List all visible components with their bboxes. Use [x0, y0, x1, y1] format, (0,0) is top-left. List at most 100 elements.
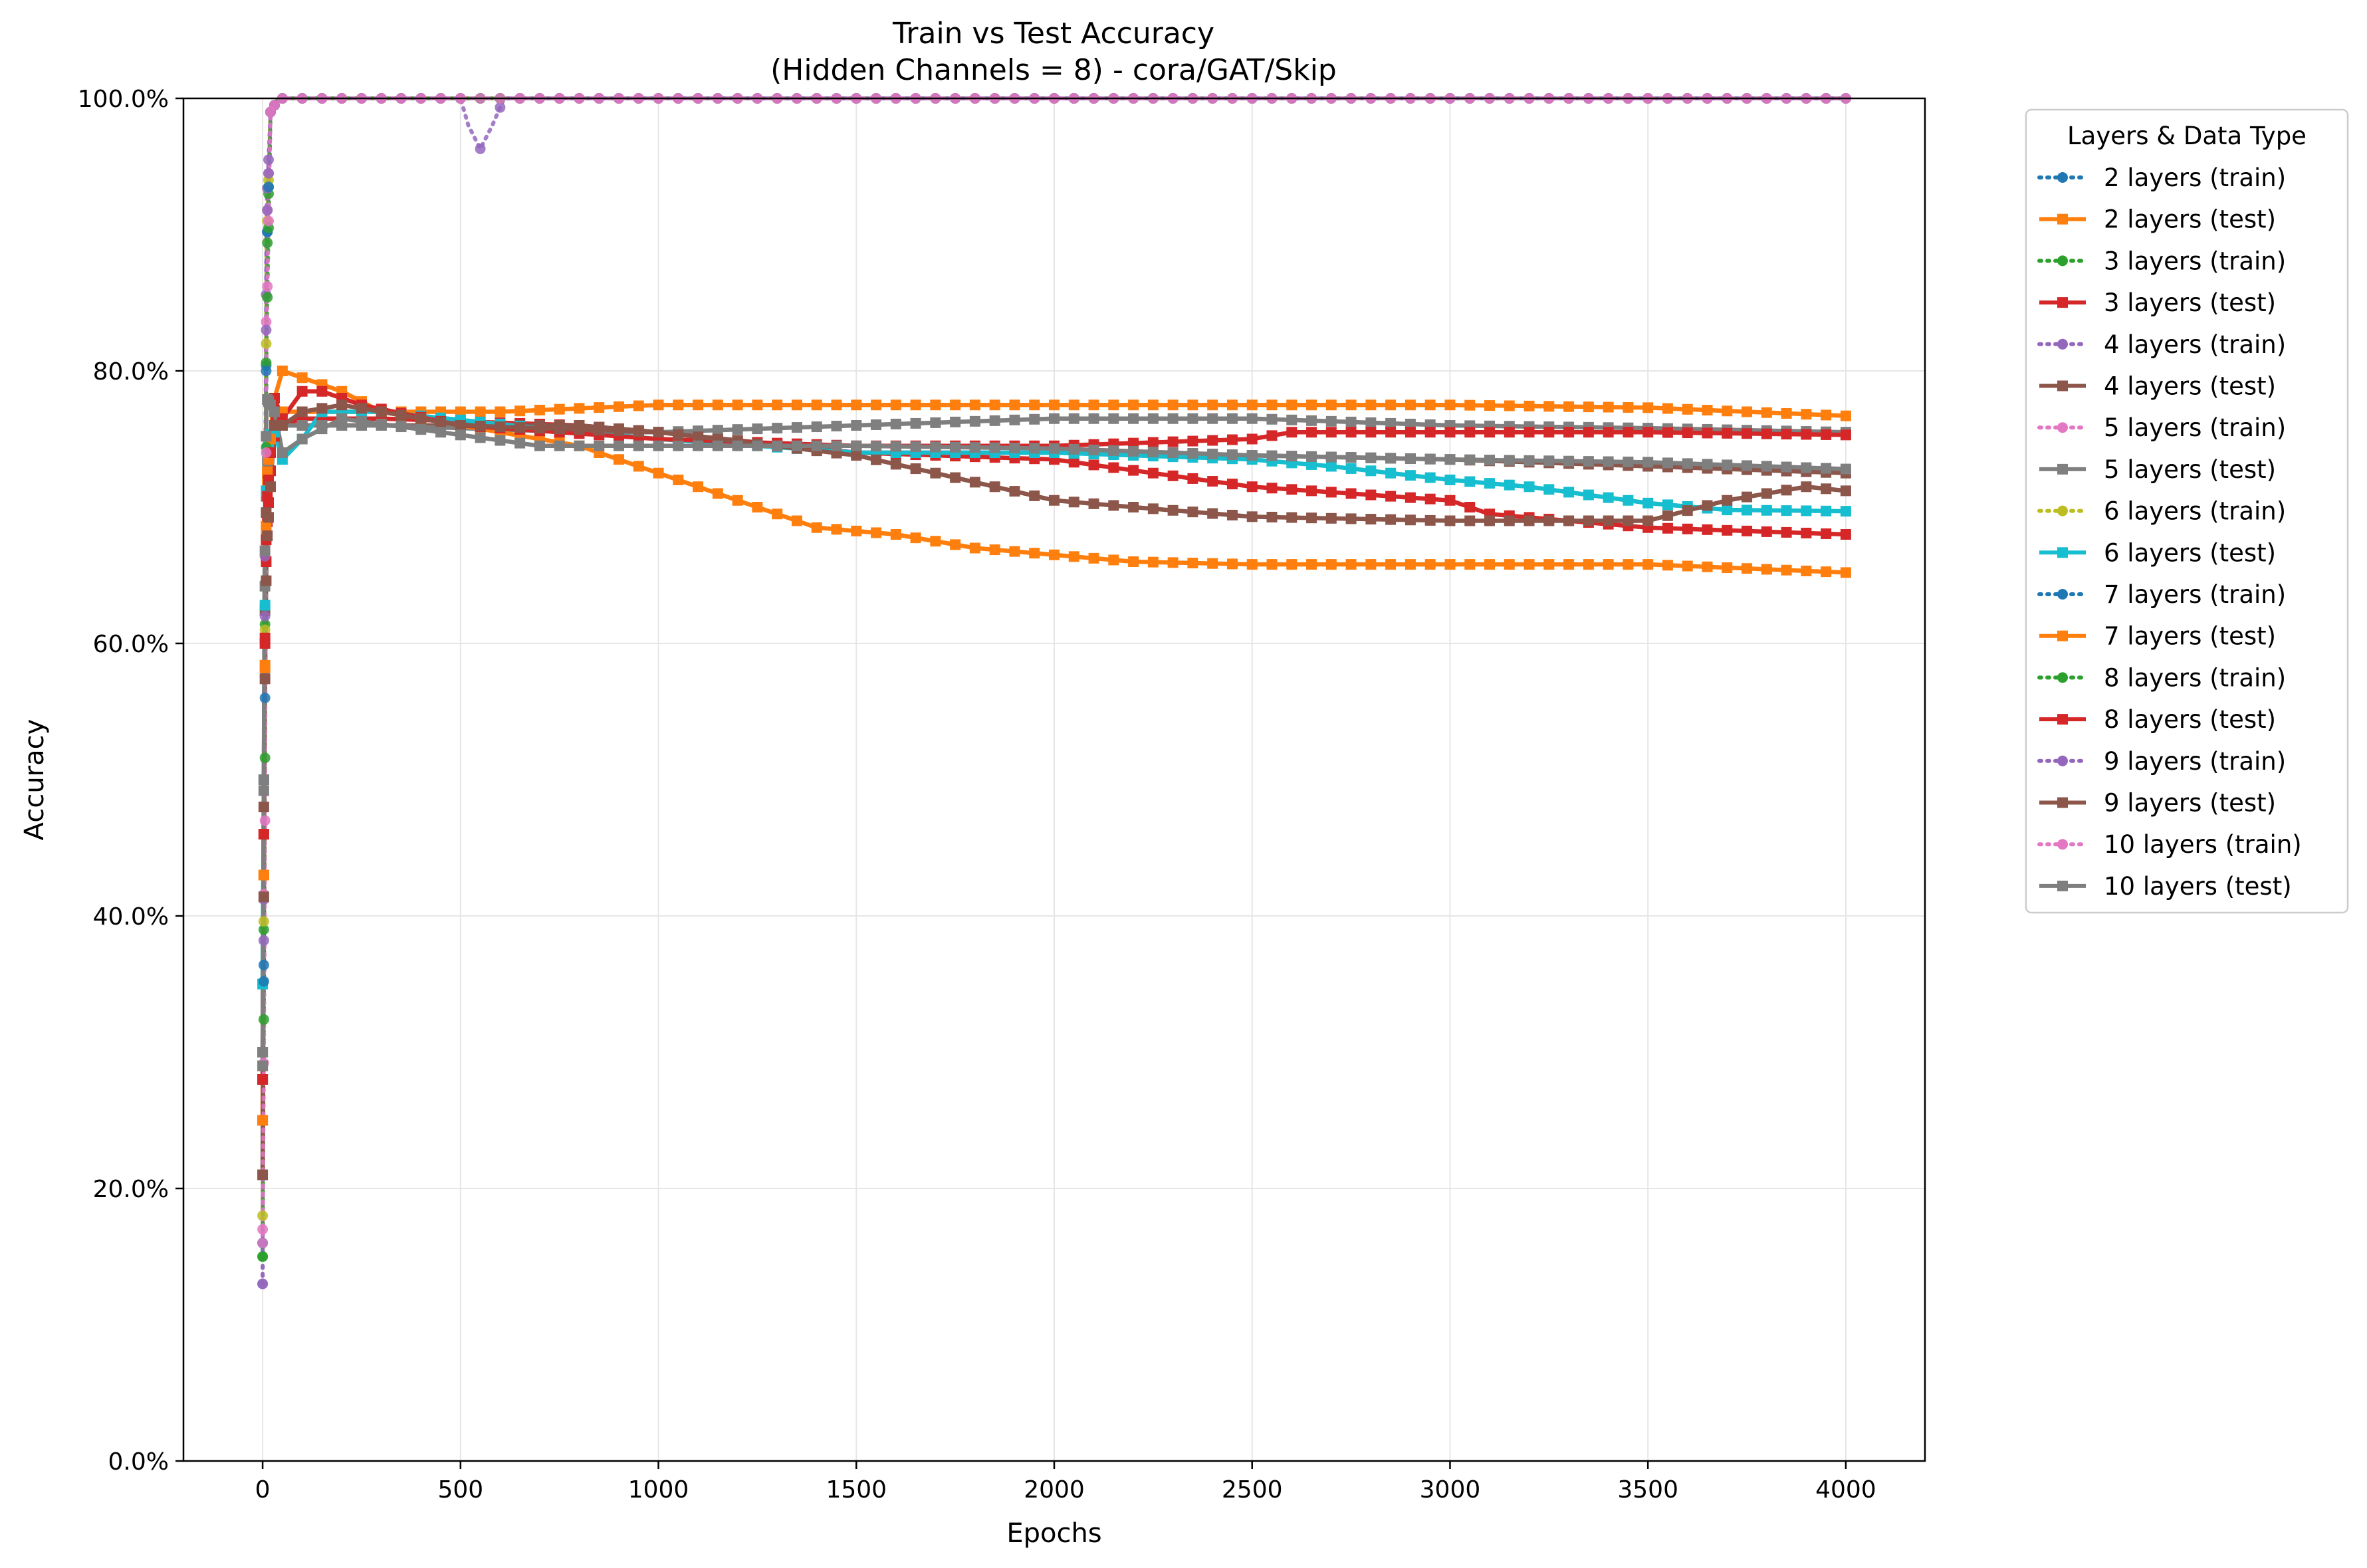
series-marker-4-layers-test: [258, 802, 269, 812]
series-marker-7-layers-test: [791, 515, 802, 526]
series-marker-2-layers-test: [1167, 399, 1179, 411]
series-marker-10-layers-test: [890, 441, 901, 452]
series-marker-10-layers-test: [356, 415, 367, 427]
legend-marker-10-layers-test: [2057, 880, 2068, 891]
series-marker-2-layers-test: [1801, 409, 1812, 420]
series-marker-6-layers-test: [1603, 492, 1614, 503]
series-marker-10-layers-test: [258, 774, 269, 785]
series-marker-3-layers-test: [1385, 491, 1397, 502]
series-marker-2-layers-test: [1702, 405, 1713, 416]
series-marker-8-layers-test: [1642, 427, 1654, 438]
x-axis: 0 500 1000 1500 2000 2500 3000 3500 4000: [255, 1461, 1876, 1504]
series-marker-7-layers-test: [693, 481, 704, 493]
series-marker-7-layers-test: [969, 542, 980, 554]
series-marker-9-layers-test: [435, 416, 447, 427]
series-marker-7-layers-test: [261, 520, 272, 532]
series-marker-3-layers-test: [1464, 502, 1476, 512]
series-marker-8-layers-test: [1821, 429, 1832, 440]
series-marker-2-layers-test: [851, 399, 862, 411]
legend-marker-8-layers-test: [2057, 714, 2068, 725]
series-marker-2-layers-test: [1603, 401, 1614, 413]
series-marker-10-layers-test: [851, 440, 862, 451]
series-marker-10-layers-test: [1187, 448, 1198, 459]
series-marker-7-layers-test: [1603, 559, 1614, 570]
series-marker-3-layers-test: [1781, 526, 1792, 538]
series-marker-9-layers-test: [1325, 512, 1337, 524]
series-marker-9-layers-test: [851, 450, 862, 461]
series-marker-7-layers-test: [673, 475, 684, 485]
series-marker-7-layers-test: [1523, 559, 1535, 570]
series-marker-5-layers-test: [1088, 413, 1099, 424]
series-marker-7-layers-test: [1325, 559, 1337, 570]
series-marker-7-layers-test: [910, 532, 921, 544]
series-marker-5-layers-test: [1167, 413, 1179, 424]
series-marker-9-layers-test: [263, 512, 275, 523]
series-marker-3-layers-test: [1821, 528, 1832, 539]
series-marker-8-layers-test: [1523, 427, 1535, 438]
series-marker-8-layers-test: [1345, 427, 1357, 438]
series-marker-9-layers-test: [259, 673, 271, 685]
series-marker-8-layers-test: [1583, 427, 1594, 438]
series-marker-9-layers-test: [1504, 515, 1515, 526]
series-marker-5-layers-test: [969, 415, 980, 427]
series-marker-10-layers-train: [263, 215, 275, 227]
series-marker-10-layers-test: [574, 440, 585, 451]
series-marker-10-layers-test: [693, 440, 704, 451]
legend-marker-5-layers-train: [2057, 422, 2068, 433]
series-marker-6-layers-train: [257, 1210, 269, 1221]
x-tick-label: 3500: [1617, 1476, 1678, 1504]
series-marker-2-layers-test: [1405, 399, 1416, 411]
series-marker-2-layers-train: [258, 959, 269, 970]
series-marker-10-layers-test: [1642, 457, 1654, 468]
series-marker-8-layers-test: [1702, 427, 1713, 439]
series-marker-8-layers-test: [1424, 427, 1436, 438]
series-marker-7-layers-test: [1801, 565, 1812, 576]
series-marker-9-layers-test: [554, 423, 565, 435]
series-marker-10-layers-test: [1781, 461, 1792, 473]
series-marker-10-layers-train: [261, 447, 272, 458]
series-marker-3-layers-test: [1266, 483, 1278, 494]
series-marker-2-layers-test: [1088, 399, 1099, 411]
series-marker-2-layers-test: [811, 399, 822, 411]
series-marker-7-layers-test: [1207, 558, 1218, 569]
series-marker-7-layers-test: [1761, 564, 1772, 575]
series-marker-5-layers-test: [1325, 415, 1337, 427]
series-marker-5-layers-test: [890, 418, 901, 429]
legend-label-7-layers-test: 7 layers (test): [2104, 622, 2276, 651]
series-marker-5-layers-test: [258, 785, 269, 796]
series-marker-10-layers-test: [534, 440, 545, 451]
series-marker-5-layers-test: [1108, 413, 1119, 424]
series-marker-8-layers-test: [1128, 437, 1139, 449]
series-marker-3-layers-test: [1088, 459, 1099, 471]
series-marker-2-layers-test: [989, 399, 1000, 411]
series-marker-7-layers-test: [633, 461, 644, 472]
series-marker-3-layers-test: [1365, 489, 1377, 501]
series-marker-3-layers-test: [1306, 485, 1317, 497]
series-marker-8-layers-test: [1246, 433, 1258, 445]
series-marker-8-layers-train: [262, 292, 273, 303]
series-marker-9-layers-test: [1128, 502, 1139, 512]
series-marker-10-layers-train: [262, 280, 273, 292]
series-marker-9-layers-test: [475, 421, 486, 432]
series-marker-9-layers-test: [316, 403, 328, 414]
series-marker-7-layers-test: [1345, 559, 1357, 570]
x-tick-label: 2500: [1222, 1476, 1283, 1504]
series-marker-10-layers-test: [475, 432, 486, 443]
series-marker-10-layers-test: [1702, 459, 1713, 470]
series-marker-9-layers-test: [1781, 485, 1792, 496]
series-marker-9-layers-test: [633, 426, 644, 437]
series-marker-8-layers-test: [1722, 427, 1733, 439]
series-marker-2-layers-test: [514, 405, 526, 417]
series-marker-8-layers-test: [1226, 434, 1238, 445]
series-marker-9-layers-test: [1108, 500, 1119, 511]
x-tick-label: 1500: [826, 1476, 887, 1504]
y-tick-label: 40.0%: [93, 903, 169, 931]
series-marker-2-layers-test: [1821, 409, 1832, 421]
series-marker-3-layers-test: [1167, 470, 1179, 481]
series-marker-6-layers-test: [1801, 505, 1812, 516]
series-marker-9-layers-test: [258, 891, 269, 903]
series-marker-7-layers-test: [257, 1115, 269, 1126]
series-marker-10-layers-test: [1029, 443, 1040, 454]
series-marker-7-layers-train: [258, 976, 269, 987]
series-marker-2-layers-test: [1840, 410, 1851, 421]
